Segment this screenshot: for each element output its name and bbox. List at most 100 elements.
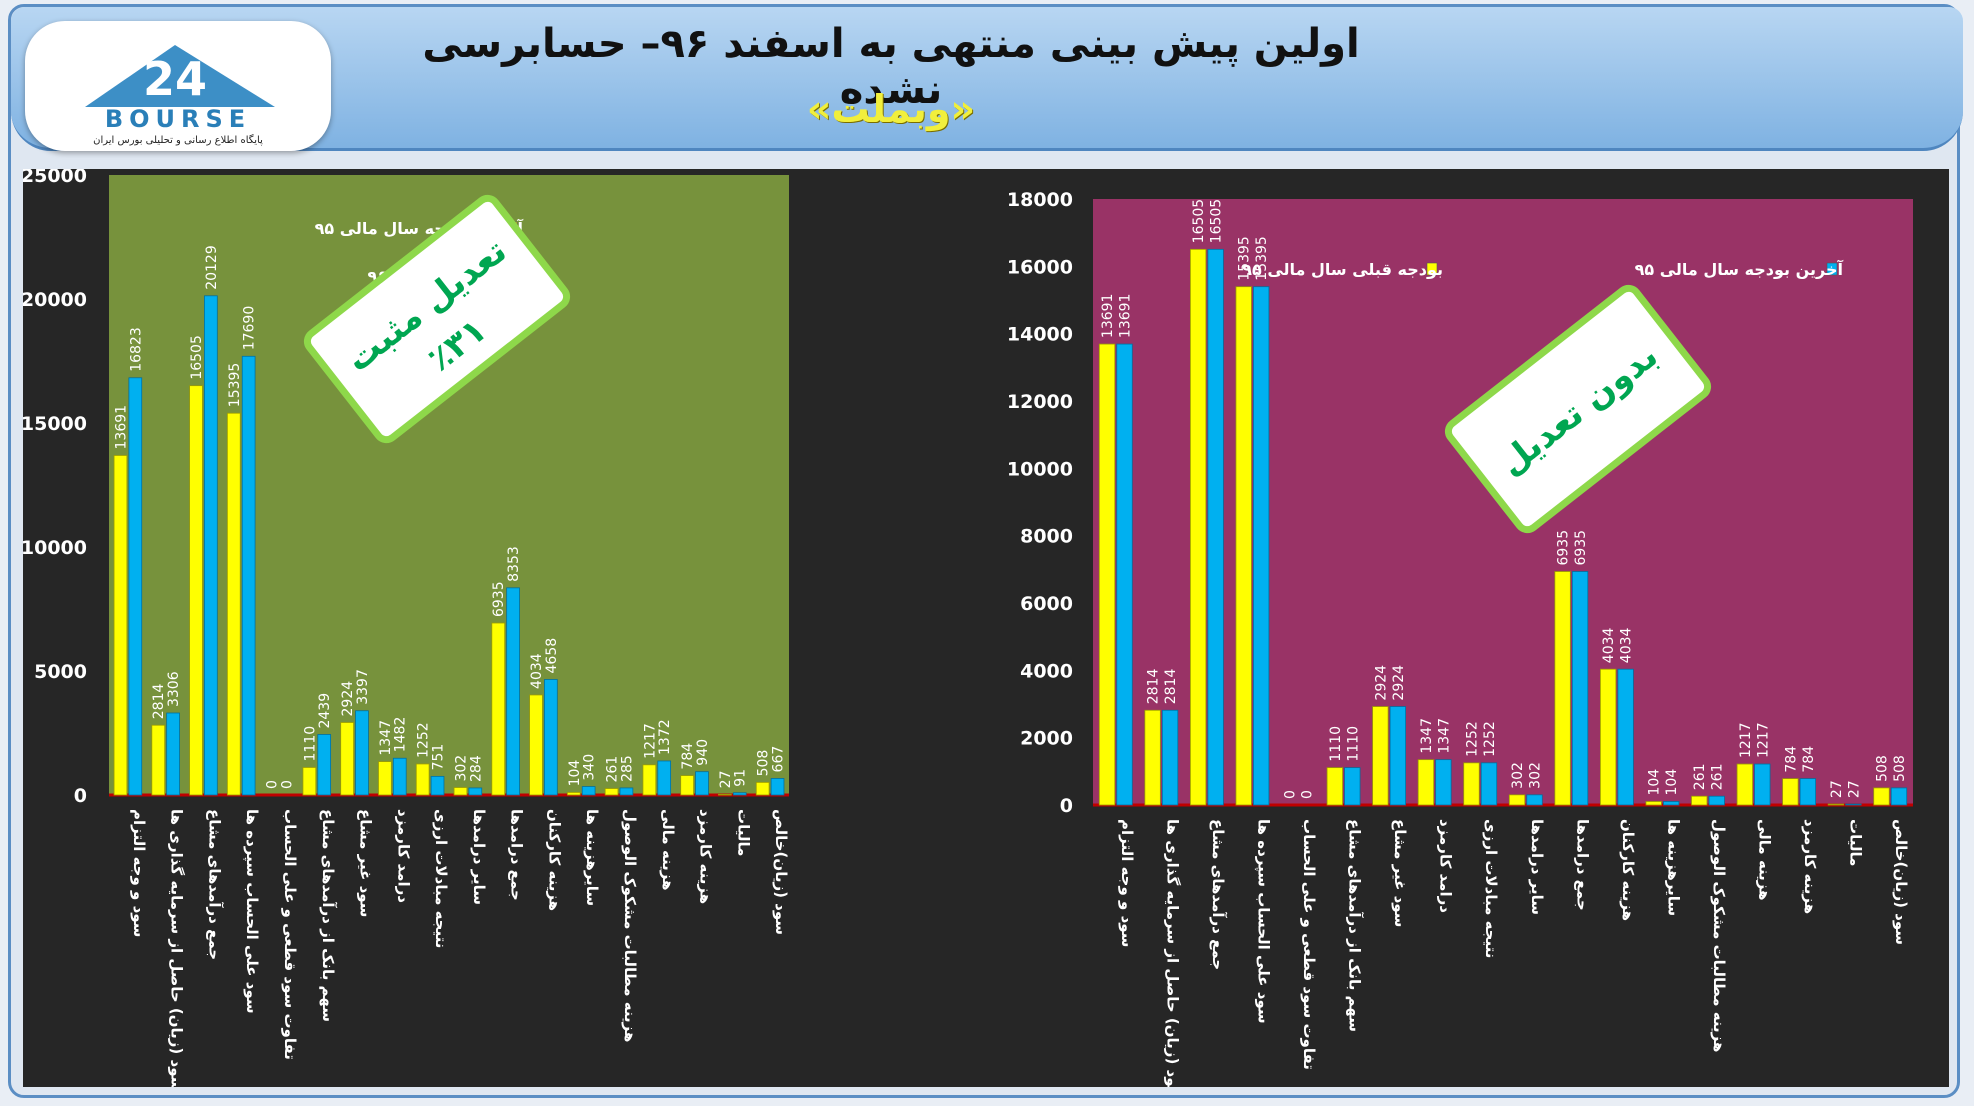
y-tick-label: 5000 bbox=[34, 661, 87, 683]
bar-second-series bbox=[1890, 787, 1908, 806]
data-label: 1252 bbox=[1464, 721, 1480, 757]
bar-second-series bbox=[1617, 668, 1634, 806]
y-tick-label: 18000 bbox=[1007, 189, 1073, 211]
category-label: جمع درامدها bbox=[508, 809, 526, 901]
data-label: 302 bbox=[1510, 762, 1526, 789]
bar-second-series bbox=[506, 587, 520, 796]
bar-second-series bbox=[1480, 762, 1498, 806]
bar-first-series bbox=[1372, 706, 1389, 806]
bar-second-series bbox=[1526, 794, 1543, 806]
category-label: سایرهزینه ها bbox=[1664, 819, 1682, 916]
y-tick-label: 15000 bbox=[23, 413, 87, 435]
legend-swatch bbox=[1426, 262, 1438, 276]
bar-second-series bbox=[1754, 763, 1771, 806]
y-tick-label: 2000 bbox=[1020, 728, 1073, 750]
bar-first-series bbox=[529, 694, 543, 796]
data-label: 15395 bbox=[227, 363, 243, 408]
data-label: 0 bbox=[1300, 790, 1316, 799]
bar-second-series bbox=[1389, 706, 1407, 806]
category-label: سود (زیان) حاصل از سرمایه گذاری ها bbox=[1163, 819, 1181, 1087]
category-label: سود غیر مشاع bbox=[357, 809, 375, 917]
data-label: 1482 bbox=[393, 717, 409, 753]
category-label: سود (زیان)خالص bbox=[772, 809, 790, 935]
bar-second-series bbox=[468, 787, 483, 796]
data-label: 2924 bbox=[340, 681, 356, 717]
charts-panel: 0 5000 10000 15000 20000 25000 13691 16823 سود و… bbox=[23, 169, 1949, 1087]
category-label: سهم بانک از درآمدهای مشاع bbox=[319, 809, 337, 1022]
bar-first-series bbox=[604, 788, 619, 796]
category-label: سایرهزینه ها bbox=[583, 809, 601, 906]
bar-second-series bbox=[204, 295, 218, 796]
category-label: سود و وجه التزام bbox=[130, 809, 148, 937]
category-label: سود (زیان) حاصل از سرمایه گذاری ها bbox=[168, 809, 186, 1087]
bar-first-series bbox=[755, 782, 770, 796]
data-label: 751 bbox=[431, 744, 447, 771]
data-label: 1372 bbox=[657, 719, 673, 755]
data-label: 261 bbox=[1692, 763, 1708, 790]
category-label: هزینه مالی bbox=[659, 809, 677, 891]
bar-first-series bbox=[1600, 668, 1617, 806]
data-label: 6935 bbox=[1556, 530, 1572, 566]
data-label: 340 bbox=[582, 754, 598, 781]
category-label: سود علی الحساب سپرده ها bbox=[1253, 819, 1272, 1024]
category-label: نتیجه مبادلات ارزی bbox=[432, 809, 450, 948]
category-label: هزینه مطالبات مشکوک الوصول bbox=[621, 809, 639, 1042]
data-label: 0 bbox=[265, 780, 281, 789]
data-label: 16505 bbox=[189, 335, 205, 380]
category-label: جمع درآمدهای مشاع bbox=[1209, 819, 1227, 970]
bar-first-series bbox=[1144, 709, 1161, 806]
bar-first-series bbox=[378, 761, 392, 796]
data-label: 27 bbox=[1846, 780, 1862, 798]
callout-frame bbox=[303, 194, 571, 444]
bar-second-series bbox=[695, 771, 709, 796]
bar-second-series bbox=[1663, 801, 1680, 806]
data-label: 284 bbox=[468, 755, 484, 782]
bar-first-series bbox=[1463, 762, 1480, 806]
bar-second-series bbox=[619, 787, 634, 796]
bar-second-series bbox=[430, 775, 445, 796]
category-label: هزینه مطالبات مشکوک الوصول bbox=[1710, 819, 1728, 1052]
category-label: هزینه کارمزد bbox=[1801, 819, 1819, 914]
bar-first-series bbox=[1873, 787, 1890, 806]
data-label: 16823 bbox=[128, 327, 144, 372]
category-label: سهم بانک از درآمدهای مشاع bbox=[1346, 819, 1364, 1032]
bar-first-series bbox=[1691, 795, 1708, 806]
bar-first-series bbox=[302, 767, 317, 796]
chart-left-forecast-96: 0 5000 10000 15000 20000 25000 13691 16823 سود و… bbox=[23, 169, 790, 1087]
category-label: سود (زیان)خالص bbox=[1892, 819, 1910, 945]
bar-second-series bbox=[770, 778, 785, 796]
data-label: 16505 bbox=[1209, 199, 1225, 244]
bar-second-series bbox=[657, 760, 672, 796]
category-label: درامد کارمزد bbox=[394, 809, 412, 903]
page-subtitle: «وبملت» bbox=[806, 87, 976, 131]
category-label: سود و وجه التزام bbox=[1118, 819, 1136, 947]
data-label: 1217 bbox=[1738, 722, 1754, 758]
data-label: 2924 bbox=[1373, 665, 1389, 701]
logo-mountain-shape bbox=[85, 45, 275, 107]
bar-first-series bbox=[1736, 763, 1753, 806]
category-label: جمع درامدها bbox=[1573, 819, 1591, 911]
bar-second-series bbox=[1344, 767, 1361, 806]
bar-second-series bbox=[1207, 248, 1224, 806]
data-label: 667 bbox=[771, 746, 787, 773]
y-tick-label: 10000 bbox=[1007, 458, 1073, 480]
data-label: 15395 bbox=[1237, 236, 1253, 281]
bar-second-series bbox=[581, 786, 596, 796]
category-label: هزینه کارکنان bbox=[1619, 819, 1637, 921]
data-label: 4034 bbox=[1619, 627, 1635, 663]
data-label: 104 bbox=[567, 760, 583, 787]
bar-first-series bbox=[1827, 803, 1845, 806]
legend-label: بودجه قبلی سال مالی ۹۵ bbox=[1242, 260, 1443, 279]
data-label: 17690 bbox=[242, 306, 258, 351]
data-label: 27 bbox=[718, 771, 734, 789]
data-label: 20129 bbox=[204, 245, 220, 290]
bar-second-series bbox=[1161, 709, 1179, 806]
bar-first-series bbox=[1417, 759, 1435, 806]
data-label: 1252 bbox=[1482, 721, 1498, 757]
category-label: سایر درامدها bbox=[1528, 819, 1546, 915]
category-label: سود غیر مشاع bbox=[1391, 819, 1409, 927]
page-title: اولین پیش بینی منتهی به اسفند ۹۶– حسابرس… bbox=[422, 21, 1360, 113]
bar-first-series bbox=[189, 385, 203, 796]
data-label: 261 bbox=[605, 756, 621, 783]
bar-first-series bbox=[1782, 778, 1799, 806]
